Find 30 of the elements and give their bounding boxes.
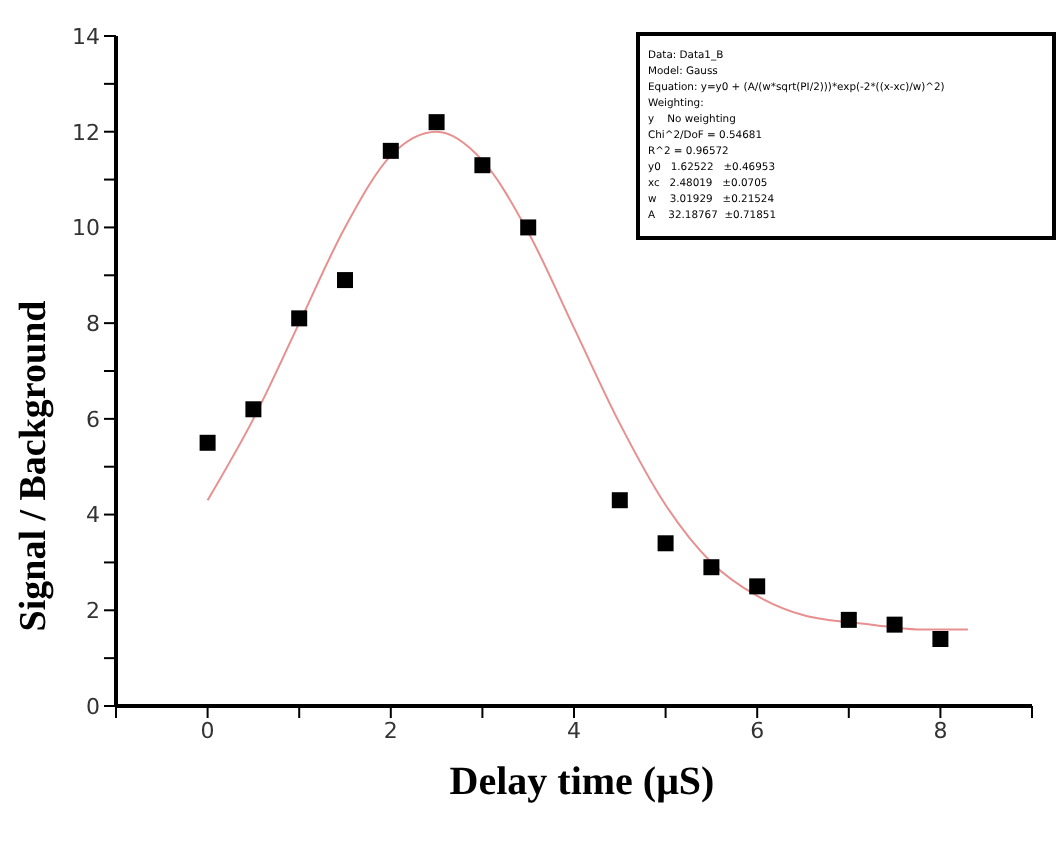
point: [703, 559, 720, 576]
x-axis-title: Delay time (μS): [447, 760, 717, 806]
y-tick-label: 8: [86, 310, 100, 337]
point: [474, 157, 491, 174]
point: [932, 631, 949, 647]
y-tick-label: 14: [72, 23, 100, 50]
point: [428, 114, 445, 131]
y-axis-title: Signal / Background: [14, 300, 58, 632]
point: [337, 272, 353, 289]
point: [199, 434, 216, 451]
x-tick-label: 0: [200, 717, 215, 744]
x-tick-label: 6: [750, 717, 765, 744]
point: [840, 611, 857, 628]
y-tick-label: 10: [72, 215, 100, 242]
y-tick-label: 0: [86, 693, 100, 720]
point: [520, 219, 537, 236]
point: [382, 142, 399, 159]
y-tick-label: 6: [86, 406, 100, 433]
x-tick-label: 2: [383, 717, 398, 744]
point: [611, 492, 628, 509]
x-tick-label: 4: [567, 717, 581, 744]
point: [245, 401, 262, 418]
y-tick-label: 4: [86, 502, 100, 529]
y-tick-label: 2: [86, 598, 100, 625]
x-tick-label: 8: [933, 717, 948, 744]
point: [657, 535, 674, 552]
y-tick-label: 12: [72, 119, 100, 146]
point: [886, 616, 903, 633]
point: [291, 310, 308, 327]
point: [749, 578, 766, 595]
